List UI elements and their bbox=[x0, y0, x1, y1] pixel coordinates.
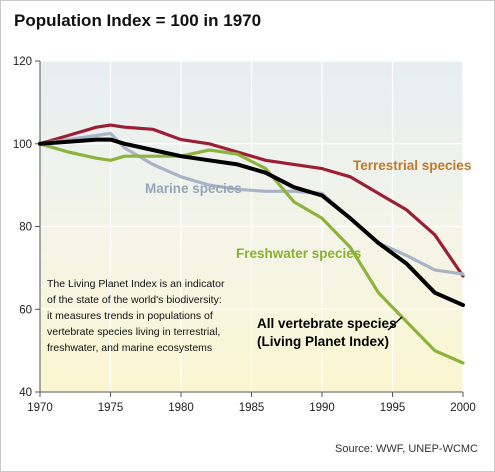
series-labels: Terrestrial species Marine species Freshwa… bbox=[145, 158, 471, 349]
series-label-3: (Living Planet Index) bbox=[257, 334, 389, 349]
series-lines bbox=[38, 123, 465, 365]
y-tick-label: 100 bbox=[13, 139, 32, 151]
label-leader-line bbox=[387, 316, 403, 331]
x-tick-label: 2000 bbox=[450, 402, 476, 414]
annotation-note: The Living Planet Index is an indicator o… bbox=[47, 278, 225, 354]
x-tick-label: 1980 bbox=[168, 402, 194, 414]
series-label-3: All vertebrate species bbox=[257, 316, 397, 331]
series-line-3 bbox=[38, 137, 465, 308]
series-label-1: Marine species bbox=[145, 181, 242, 196]
annotation-line: it measures trends in populations of bbox=[47, 310, 213, 322]
y-tick-label: 80 bbox=[19, 222, 32, 234]
annotation-line: vertebrate species living in terrestrial… bbox=[47, 326, 220, 338]
series-line-1 bbox=[38, 131, 465, 276]
annotation-line: of the state of the world's biodiversity… bbox=[47, 294, 222, 306]
series-label-0: Terrestrial species bbox=[353, 158, 471, 173]
y-tick-label: 40 bbox=[19, 387, 32, 399]
x-tick-label: 1970 bbox=[27, 402, 53, 414]
annotation-line: The Living Planet Index is an indicator bbox=[47, 278, 225, 290]
annotation-line: freshwater, and marine ecosystems bbox=[47, 342, 212, 354]
x-tick-label: 1975 bbox=[98, 402, 124, 414]
source-credit: Source: WWF, UNEP-WCMC bbox=[335, 443, 478, 455]
axes: 1970 1975 1980 1985 1990 1995 2000 40 60 80 100 120 bbox=[13, 56, 476, 414]
y-tick-label: 60 bbox=[19, 304, 32, 316]
y-tick-label: 120 bbox=[13, 56, 32, 68]
series-label-2: Freshwater species bbox=[236, 246, 361, 261]
chart-title: Population Index = 100 in 1970 bbox=[14, 11, 261, 30]
series-line-0 bbox=[38, 123, 465, 278]
x-tick-label: 1985 bbox=[239, 402, 265, 414]
series-line-2 bbox=[38, 142, 465, 365]
x-tick-label: 1995 bbox=[380, 402, 406, 414]
x-tick-label: 1990 bbox=[309, 402, 335, 414]
